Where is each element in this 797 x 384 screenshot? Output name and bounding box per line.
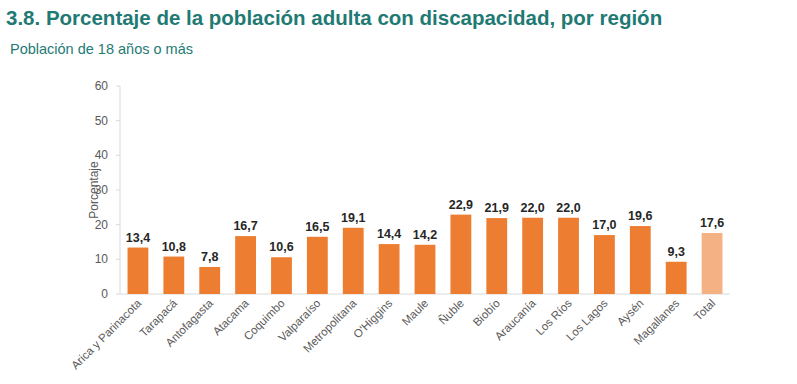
tick-mark (116, 224, 120, 225)
bar (558, 218, 579, 294)
subtitle: Población de 18 años o más (10, 41, 193, 57)
bar (630, 226, 651, 294)
bar (666, 262, 687, 294)
tick-mark (116, 190, 120, 191)
category-label: Los Lagos (564, 297, 610, 343)
data-label: 22,9 (449, 198, 473, 212)
tick-mark (116, 86, 120, 87)
category-label: Metropolitana (301, 297, 359, 355)
bar (702, 233, 723, 294)
data-label: 10,8 (162, 240, 186, 254)
tick-label: 10 (95, 252, 109, 266)
data-label: 16,5 (305, 220, 329, 234)
data-label: 7,8 (201, 250, 218, 264)
tick-label: 40 (95, 148, 109, 162)
category-label: Biobío (471, 297, 503, 329)
y-axis (120, 86, 121, 294)
bar (415, 245, 436, 294)
category-label: Antofagasta (163, 297, 215, 349)
data-label: 17,6 (700, 216, 724, 230)
title: 3.8. Porcentaje de la población adulta c… (6, 6, 662, 29)
tick-label: 20 (95, 218, 109, 232)
category-label: Magallanes (632, 297, 682, 347)
bar (307, 237, 328, 294)
bar (343, 228, 364, 294)
category-label: Maule (400, 297, 431, 328)
bar (450, 215, 471, 294)
axis-label: Porcentaje (87, 161, 101, 219)
tick-label: 50 (95, 114, 109, 128)
category-label: Ñuble (437, 297, 467, 327)
data-label: 17,0 (592, 218, 616, 232)
data-label: 10,6 (269, 240, 293, 254)
bar (271, 257, 292, 294)
data-label: 13,4 (126, 231, 150, 245)
data-label: 16,7 (233, 219, 257, 233)
category-label: Aysén (615, 297, 646, 328)
chart: 3.8. Porcentaje de la población adulta c… (0, 0, 797, 384)
bar (594, 235, 615, 294)
bar (379, 244, 400, 294)
tick-label: 0 (101, 287, 108, 301)
bars (128, 215, 723, 294)
category-label: Araucanía (492, 297, 538, 343)
bar (199, 267, 220, 294)
data-label: 22,0 (556, 201, 580, 215)
tick-mark (116, 259, 120, 260)
data-label: 19,1 (341, 211, 365, 225)
category-label: O'Higgins (351, 297, 395, 341)
tick-label: 60 (95, 79, 109, 93)
category-label: Total (692, 297, 718, 323)
data-label: 19,6 (628, 209, 652, 223)
data-label: 9,3 (667, 245, 684, 259)
tick-mark (116, 294, 120, 295)
bar (163, 257, 184, 294)
data-label: 14,2 (413, 228, 437, 242)
bar (128, 248, 149, 294)
data-label: 21,9 (485, 201, 509, 215)
tick-mark (116, 155, 120, 156)
category-label: Arica y Parinacota (69, 297, 144, 372)
tick-mark (116, 120, 120, 121)
bar (522, 218, 543, 294)
bar (235, 236, 256, 294)
data-label: 14,4 (377, 227, 401, 241)
bar (486, 218, 507, 294)
data-label: 22,0 (520, 201, 544, 215)
